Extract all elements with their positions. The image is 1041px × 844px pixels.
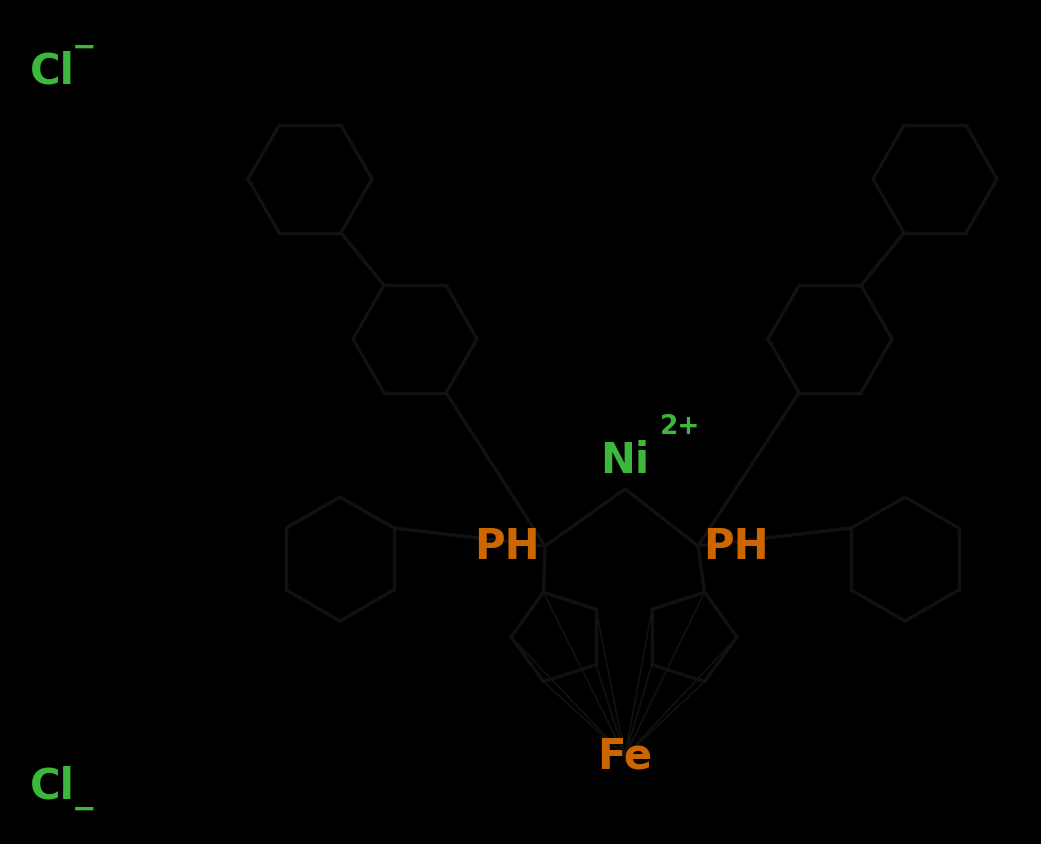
Text: PH: PH bbox=[703, 525, 768, 567]
Text: PH: PH bbox=[475, 525, 540, 567]
Text: −: − bbox=[72, 795, 97, 823]
Text: 2+: 2+ bbox=[660, 414, 701, 440]
Text: Fe: Fe bbox=[598, 735, 653, 777]
Text: −: − bbox=[72, 34, 97, 62]
Text: Ni: Ni bbox=[601, 440, 650, 481]
Text: Cl: Cl bbox=[30, 766, 75, 807]
Text: Cl: Cl bbox=[30, 50, 75, 92]
